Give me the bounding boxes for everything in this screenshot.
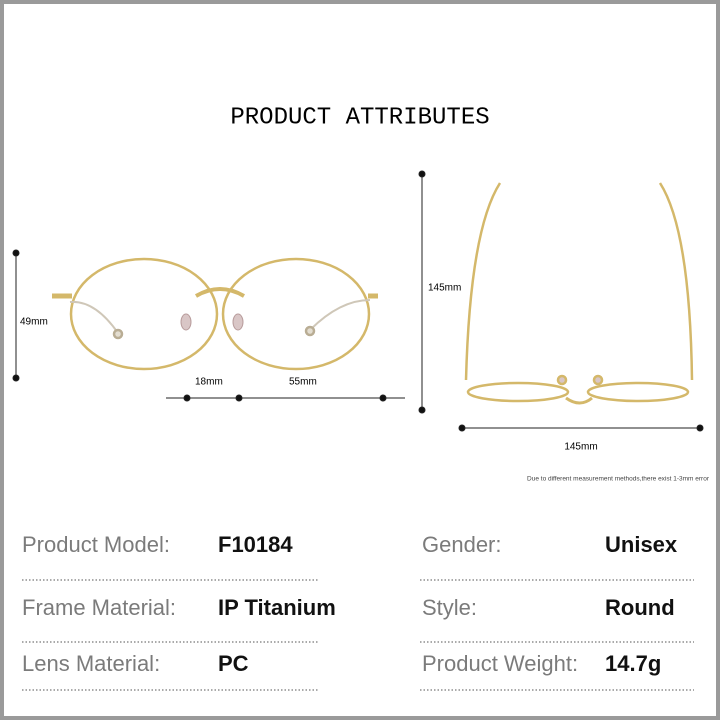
attribute-label: Frame Material: [22,595,176,620]
attribute-label: Product Weight: [422,651,578,676]
note: Due to different measurement methods,the… [527,476,710,483]
attribute-label: Gender: [422,532,502,557]
attribute-value: 14.7g [605,651,661,676]
dimension-label: 49mm [20,317,48,328]
attribute-table: Product Model: F10184 Gender: Unisex Frame M… [22,532,694,691]
attribute-label: Style: [422,595,477,620]
attribute-value: Unisex [605,532,678,557]
attribute-value: IP Titanium [218,595,336,620]
attribute-value: F10184 [218,532,293,557]
attribute-label: Lens Material: [22,651,160,676]
dimension-label: 55mm [289,377,317,388]
attribute-value: PC [218,651,249,676]
dimension-label: 145mm [428,283,461,294]
dimension-label: 18mm [195,377,223,388]
attribute-label: Product Model: [22,532,170,557]
attribute-value: Round [605,595,675,620]
front-view [52,257,378,371]
title: PRODUCT ATTRIBUTES [230,104,489,131]
dimension-label: 145mm [564,442,597,453]
dimension-lines [12,170,704,432]
top-view [464,182,694,405]
